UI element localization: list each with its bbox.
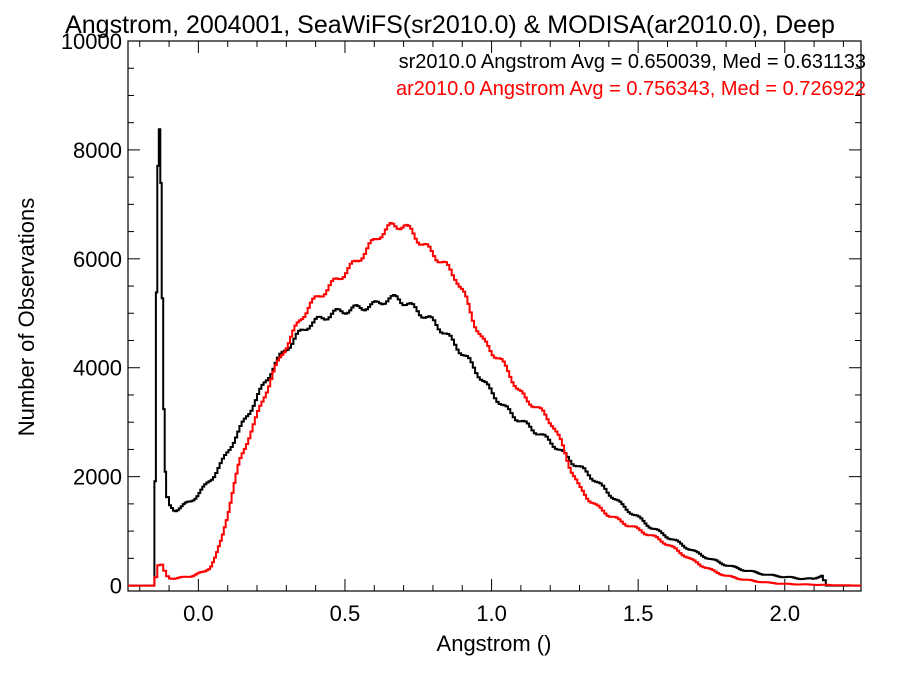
plot-frame — [127, 40, 862, 592]
x-axis-label: Angstrom () — [437, 631, 552, 656]
x-tick-label: 0.0 — [183, 601, 214, 626]
y-tick-label: 4000 — [73, 356, 122, 381]
series-lines — [128, 128, 861, 587]
x-tick-label: 0.5 — [330, 601, 361, 626]
y-tick-label: 2000 — [73, 465, 122, 490]
axes: 0.0 0.5 1.0 1.5 2.0 0 2000 4000 6000 8000 10000 — [61, 29, 862, 626]
series-line-ar2010.0 — [128, 222, 861, 587]
y-tick-label: 8000 — [73, 138, 122, 163]
y-tick-label: 10000 — [61, 29, 122, 54]
chart-title: Angstrom, 2004001, SeaWiFS(sr2010.0) & M… — [65, 11, 835, 39]
legend-entry-ar2010: ar2010.0 Angstrom Avg = 0.756343, Med = … — [396, 78, 866, 100]
y-tick-label: 0 — [110, 574, 122, 599]
x-tick-label: 1.5 — [623, 601, 654, 626]
x-tick-label: 1.0 — [476, 601, 507, 626]
x-tick-label: 2.0 — [769, 601, 800, 626]
series-line-sr2010.0 — [128, 128, 861, 587]
y-tick-label: 6000 — [73, 247, 122, 272]
legend-entry-sr2010: sr2010.0 Angstrom Avg = 0.650039, Med = … — [399, 51, 866, 73]
y-axis-label: Number of Observations — [14, 198, 39, 436]
